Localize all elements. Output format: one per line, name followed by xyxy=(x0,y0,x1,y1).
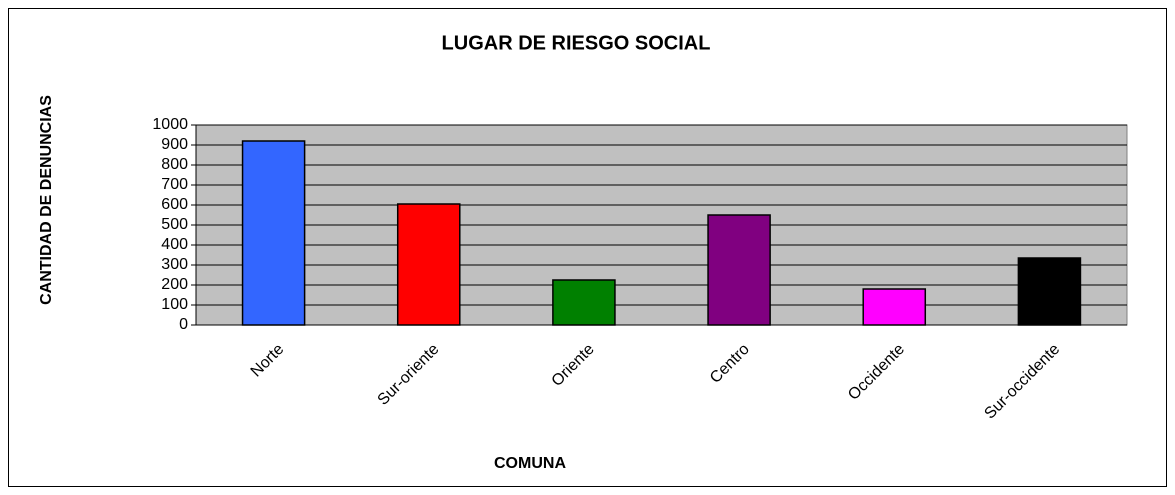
bar xyxy=(862,288,927,326)
bar xyxy=(241,140,306,326)
y-tick-label: 1000 xyxy=(152,116,188,133)
bar xyxy=(707,214,771,326)
y-tick-label: 0 xyxy=(179,316,188,333)
bar xyxy=(396,203,461,326)
y-tick-label: 900 xyxy=(161,136,188,153)
y-tick-label: 500 xyxy=(161,216,188,233)
y-tick-label: 200 xyxy=(161,276,188,293)
y-tick-label: 100 xyxy=(161,296,188,313)
chart-title: LUGAR DE RIESGO SOCIAL xyxy=(442,32,711,54)
x-axis-label: COMUNA xyxy=(494,455,566,472)
y-tick-label: 800 xyxy=(161,156,188,173)
y-tick-label: 400 xyxy=(161,236,188,253)
y-axis-label: CANTIDAD DE DENUNCIAS xyxy=(38,95,55,305)
y-tick-label: 600 xyxy=(161,196,188,213)
bar xyxy=(1017,257,1082,326)
y-tick-label: 300 xyxy=(161,256,188,273)
y-tick-label: 700 xyxy=(161,176,188,193)
bar xyxy=(552,279,616,326)
